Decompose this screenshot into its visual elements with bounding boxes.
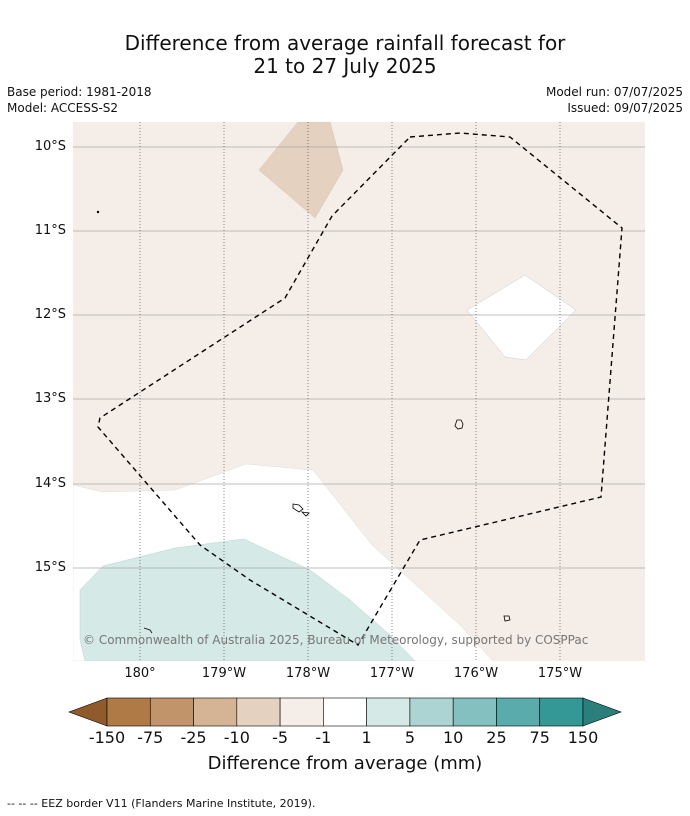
latitude-gridlines [73, 146, 645, 569]
colorbar-segment [193, 697, 238, 727]
lon-label-175w: 175°W [537, 666, 583, 681]
colorbar-tick-label: -150 [88, 728, 126, 747]
colorbar-tick-label: -10 [223, 728, 250, 747]
colorbar [68, 697, 622, 727]
model-run: Model run: 07/07/2025 [545, 85, 683, 99]
model-name: Model: ACCESS-S2 [7, 101, 119, 115]
colorbar-tick-label: 1 [361, 728, 372, 747]
colorbar-segment [149, 697, 194, 727]
rainfall-map [73, 122, 645, 661]
lat-label-11s: 11°S [34, 223, 66, 238]
wetter-region [79, 538, 416, 661]
islands [96, 210, 511, 634]
lon-label-177w: 177°W [369, 666, 415, 681]
colorbar-segment [409, 697, 454, 727]
lon-label-179w: 179°W [201, 666, 247, 681]
colorbar-segment [236, 697, 281, 727]
title-line-2: 21 to 27 July 2025 [253, 54, 437, 78]
colorbar-segment [539, 697, 584, 727]
footnote: -- -- -- EEZ border V11 (Flanders Marine… [7, 797, 316, 810]
colorbar-tick-label: 75 [529, 728, 550, 747]
lat-label-10s: 10°S [34, 139, 66, 154]
colorbar-tick-label: 150 [567, 728, 599, 747]
colorbar-title: Difference from average (mm) [207, 753, 483, 774]
lat-label-12s: 12°S [34, 307, 66, 322]
colorbar-segment [323, 697, 367, 727]
lon-label-180: 180° [124, 666, 156, 681]
colorbar-segment [366, 697, 411, 727]
colorbar-tick-label: 5 [404, 728, 415, 747]
issued-date: Issued: 09/07/2025 [567, 101, 683, 115]
title-line-1: Difference from average rainfall forecas… [124, 31, 566, 55]
neutral-region-north [466, 274, 577, 361]
lat-label-14s: 14°S [34, 476, 66, 491]
colorbar-tick-label: -75 [137, 728, 164, 747]
colorbar-tick-label: 25 [486, 728, 507, 747]
lon-label-178w: 178°W [285, 666, 331, 681]
colorbar-tick-label: -1 [315, 728, 332, 747]
lat-label-15s: 15°S [34, 560, 66, 575]
colorbar-extend-high [582, 697, 622, 727]
colorbar-extend-low [68, 697, 108, 727]
colorbar-segment [106, 697, 151, 727]
lon-label-176w: 176°W [453, 666, 499, 681]
lat-label-13s: 13°S [34, 391, 66, 406]
base-period: Base period: 1981-2018 [7, 85, 152, 99]
colorbar-segment [279, 697, 324, 727]
drier-region [258, 122, 344, 219]
eez-border [97, 132, 623, 646]
colorbar-tick-label: -25 [180, 728, 207, 747]
colorbar-tick-label: 10 [442, 728, 464, 747]
colorbar-tick-label: -5 [272, 728, 289, 747]
colorbar-segment [496, 697, 541, 727]
colorbar-segment [452, 697, 497, 727]
copyright-notice: © Commonwealth of Australia 2025, Bureau… [83, 633, 589, 647]
